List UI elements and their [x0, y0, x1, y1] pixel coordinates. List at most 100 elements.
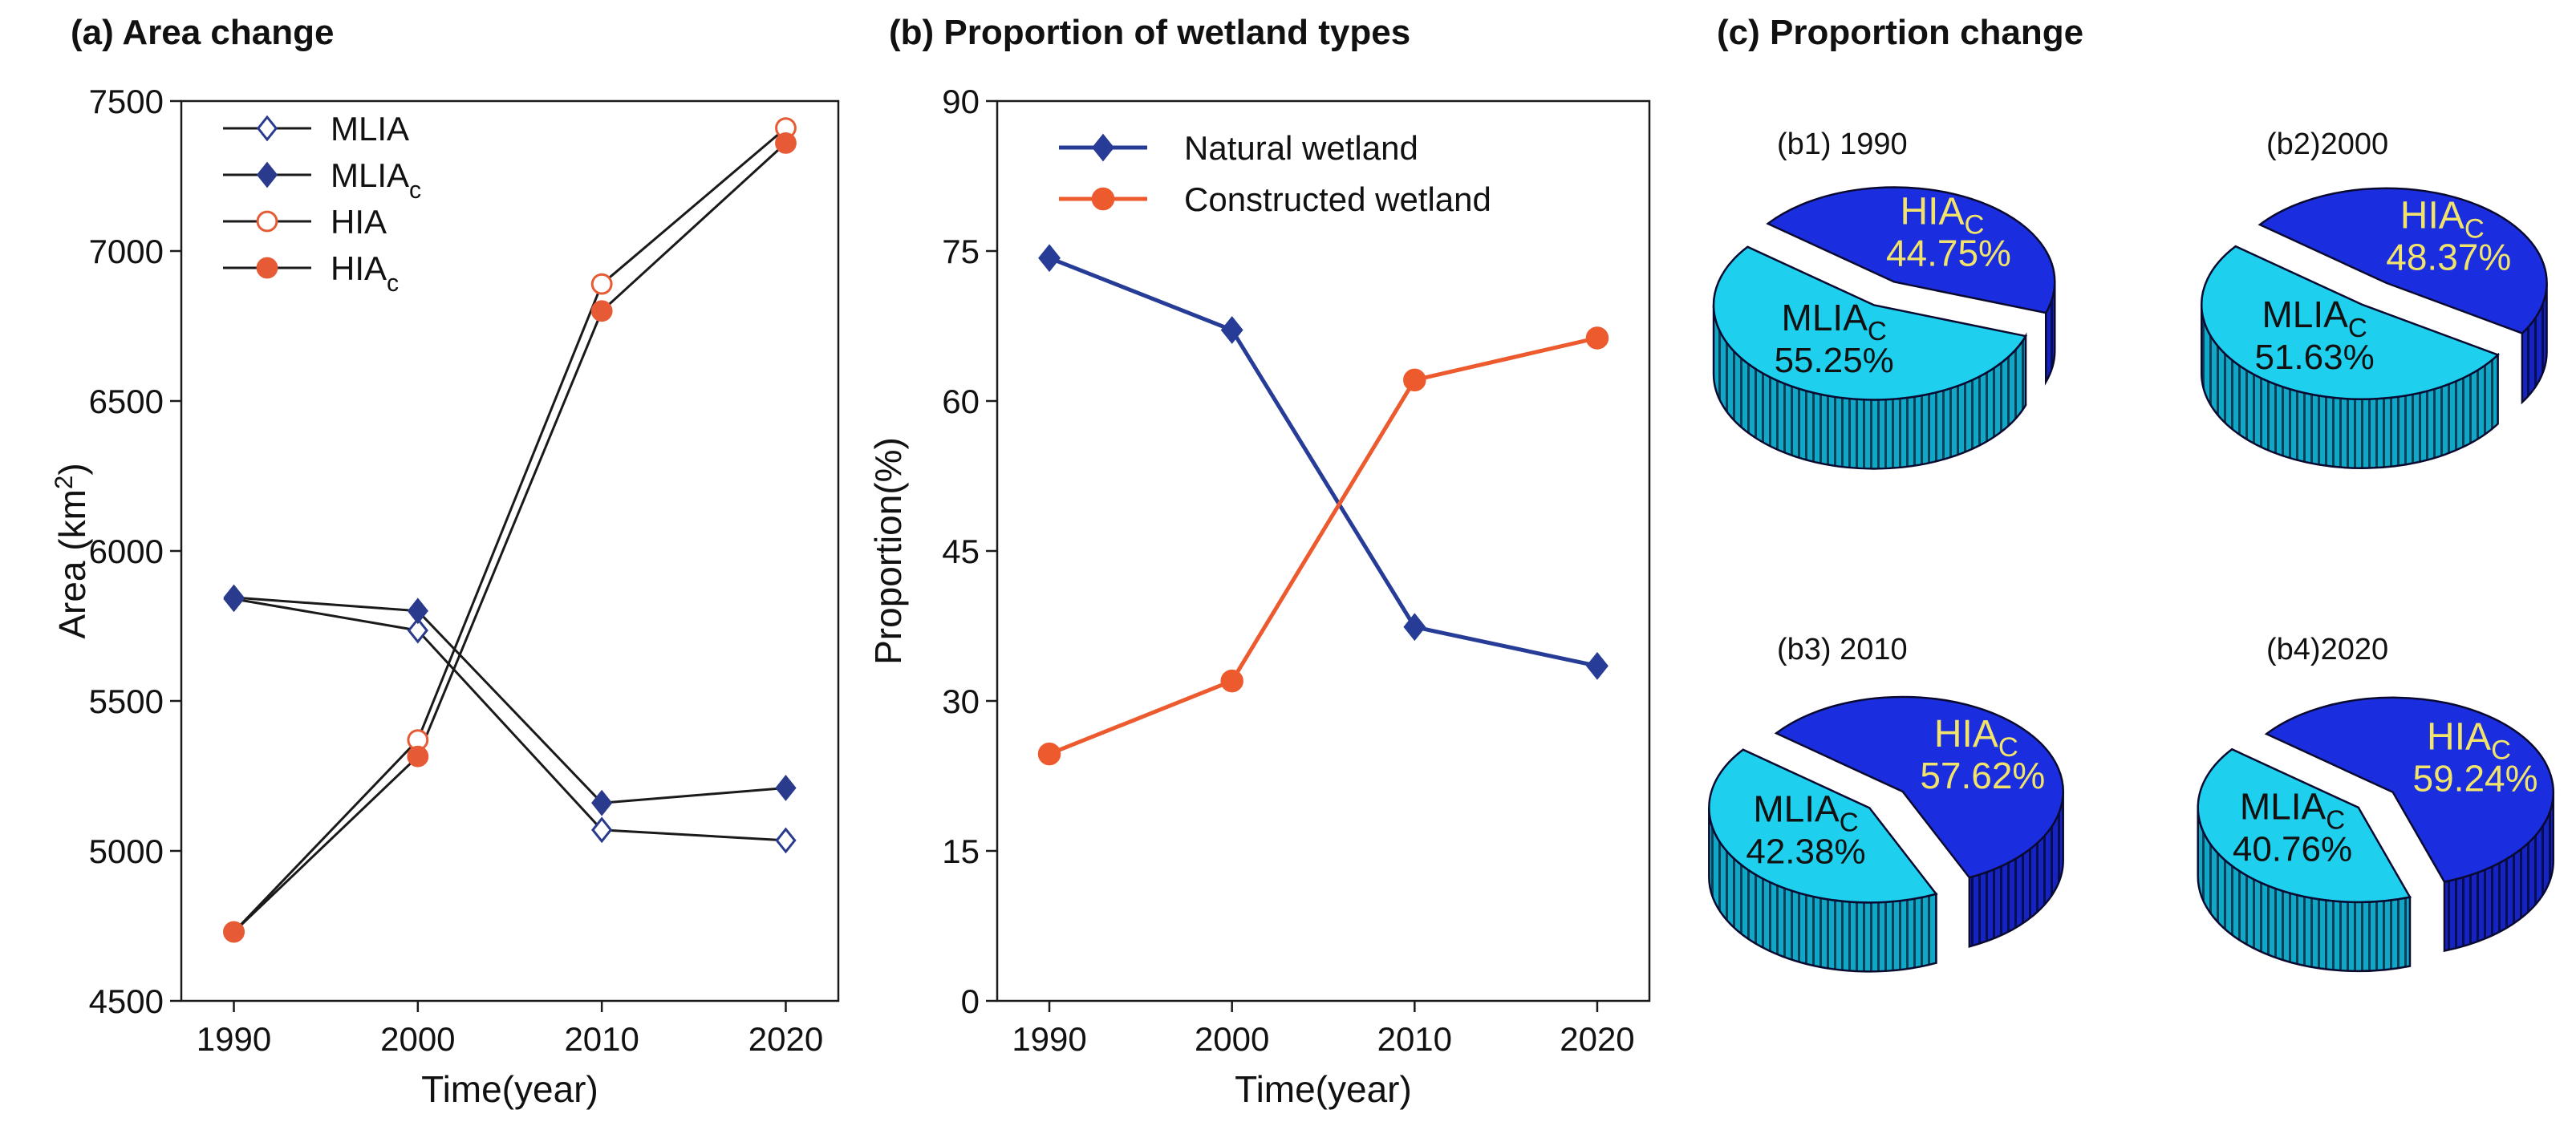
y-tick-label: 5000: [89, 832, 164, 870]
x-tick-label: 2010: [564, 1020, 639, 1058]
y-axis-label: Proportion(%): [867, 437, 909, 665]
x-tick-label: 2000: [1195, 1020, 1269, 1058]
pie-title: (b2)2000: [2266, 128, 2388, 161]
wetland-proportion-chart: 0 15 30 45 60 75 90 1990 2000 2010 2020 Time(year) P…: [867, 83, 1651, 1110]
legend-marker: [256, 115, 278, 142]
data-point: [407, 617, 428, 644]
legend-label: Natural wetland: [1184, 129, 1418, 167]
mlia-percent: 40.76%: [2233, 830, 2352, 869]
y-tick-label: 75: [942, 233, 980, 270]
x-axis-label: Time(year): [421, 1068, 598, 1110]
mlia-label: MLIAC: [1753, 788, 1858, 837]
y-tick-label: 7500: [89, 83, 164, 120]
panel-c-title: (c) Proportion change: [1717, 13, 2084, 52]
mlia-percent: 51.63%: [2254, 338, 2374, 377]
data-point: [1220, 316, 1243, 344]
hia-label: HIAC: [1900, 191, 1984, 241]
hia-slice: [1766, 186, 2056, 314]
series-line-1: [233, 596, 786, 804]
legend-label: HIAc: [331, 249, 399, 297]
x-tick-label: 2020: [748, 1020, 823, 1058]
x-tick-label: 2020: [1560, 1020, 1634, 1058]
hia-percent: 44.75%: [1886, 233, 2011, 274]
legend-label: Constructed wetland: [1184, 180, 1491, 218]
data-point: [775, 775, 797, 801]
data-point: [590, 300, 613, 322]
pie-title: (b1) 1990: [1777, 128, 1908, 161]
y-tick-label: 6500: [89, 383, 164, 420]
legend-marker: [256, 210, 278, 233]
legend-label: HIA: [331, 203, 387, 241]
area-change-chart: 4500 5000 5500 6000 6500 7000 7500 1990 2000 2010…: [50, 83, 840, 1110]
series-line-0: [233, 597, 786, 842]
pie-title: (b4)2020: [2266, 633, 2388, 666]
y-tick-label: 6000: [89, 533, 164, 570]
y-tick-label: 4500: [89, 982, 164, 1020]
series-line-3: [233, 142, 787, 934]
legend-label: MLIAc: [331, 156, 421, 204]
x-tick-label: 2000: [380, 1020, 455, 1058]
legend-marker: [1092, 133, 1114, 162]
hia-percent: 48.37%: [2386, 237, 2511, 278]
pie-title: (b3) 2010: [1777, 633, 1908, 666]
panel-b-title: (b) Proportion of wetland types: [889, 13, 1411, 52]
y-tick-label: 30: [942, 682, 980, 720]
plot-frame: [180, 99, 840, 1002]
legend-marker: [256, 161, 278, 188]
mlia-label: MLIAC: [2262, 294, 2367, 343]
x-axis-label: Time(year): [1235, 1068, 1412, 1110]
x-tick-label: 2010: [1377, 1020, 1452, 1058]
data-point: [223, 584, 245, 611]
hia-slice: [2264, 696, 2554, 883]
series-line-1: [1049, 336, 1598, 756]
hia-slice: [2258, 187, 2548, 334]
mlia-label: MLIAC: [2240, 786, 2345, 836]
data-point: [407, 597, 428, 625]
y-tick-label: 45: [942, 533, 980, 570]
data-point: [1403, 613, 1426, 642]
y-tick-label: 15: [942, 832, 980, 870]
mlia-slice: [2201, 245, 2500, 400]
mlia-label: MLIAC: [1782, 297, 1887, 346]
data-point: [1403, 368, 1426, 392]
mlia-percent: 55.25%: [1775, 341, 1894, 380]
legend-label: MLIA: [331, 110, 409, 148]
panel-a-title: (a) Area change: [71, 13, 335, 52]
y-tick-label: 60: [942, 383, 980, 420]
data-point: [591, 789, 613, 816]
mlia-percent: 42.38%: [1746, 832, 1865, 871]
mlia-slice: [2197, 747, 2412, 904]
data-point: [407, 745, 429, 768]
hia-slice: [1774, 695, 2064, 879]
data-point: [1038, 244, 1061, 273]
data-point: [1037, 742, 1061, 766]
y-tick-label: 0: [961, 982, 980, 1020]
data-point: [223, 921, 245, 943]
y-tick-label: 5500: [89, 682, 164, 720]
data-point: [775, 827, 797, 854]
data-point: [590, 273, 613, 295]
plot-frame: [996, 99, 1651, 1002]
x-tick-label: 1990: [197, 1020, 271, 1058]
y-tick-label: 7000: [89, 233, 164, 270]
hia-label: HIAC: [2427, 715, 2511, 765]
mlia-slice: [1708, 748, 1938, 904]
data-point: [1585, 326, 1609, 350]
hia-label: HIAC: [2400, 195, 2485, 245]
data-point: [1586, 651, 1608, 680]
legend-marker: [256, 257, 278, 279]
data-point: [1220, 669, 1243, 693]
y-axis-label: Area (km2): [50, 463, 93, 638]
y-tick-label: 90: [942, 83, 980, 120]
hia-percent: 59.24%: [2413, 757, 2538, 799]
data-point: [775, 132, 797, 154]
series-line-2: [233, 127, 787, 934]
x-tick-label: 1990: [1012, 1020, 1086, 1058]
hia-percent: 57.62%: [1920, 755, 2045, 796]
series-line-0: [1049, 256, 1598, 668]
